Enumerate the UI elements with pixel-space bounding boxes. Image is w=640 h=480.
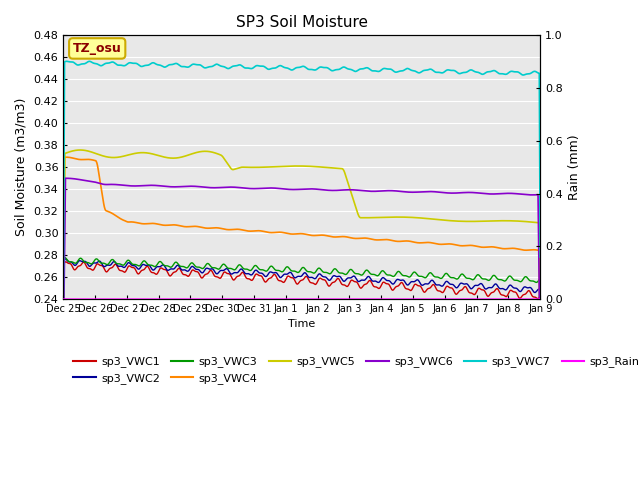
X-axis label: Time: Time <box>288 320 316 329</box>
Legend: sp3_VWC1, sp3_VWC2, sp3_VWC3, sp3_VWC4, sp3_VWC5, sp3_VWC6, sp3_VWC7, sp3_Rain: sp3_VWC1, sp3_VWC2, sp3_VWC3, sp3_VWC4, … <box>69 352 640 388</box>
Text: TZ_osu: TZ_osu <box>73 42 122 55</box>
Y-axis label: Rain (mm): Rain (mm) <box>568 134 581 200</box>
Title: SP3 Soil Moisture: SP3 Soil Moisture <box>236 15 368 30</box>
Y-axis label: Soil Moisture (m3/m3): Soil Moisture (m3/m3) <box>15 98 28 236</box>
